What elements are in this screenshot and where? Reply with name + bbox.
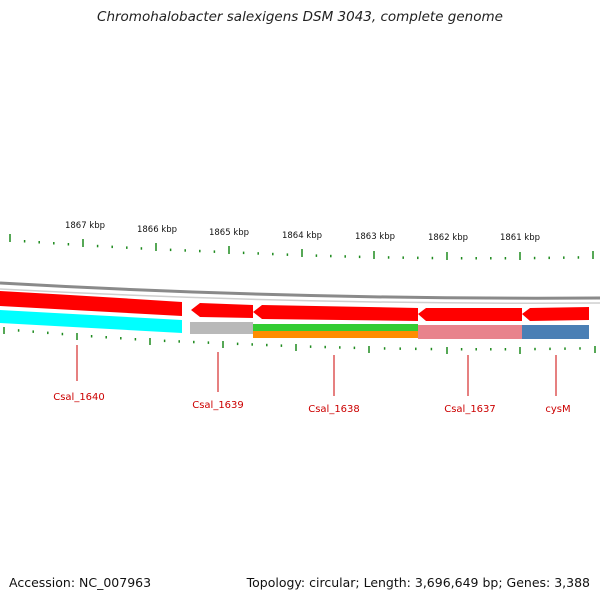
genome-backbone-inner: [0, 288, 600, 304]
gene-label[interactable]: Csal_1640: [53, 392, 105, 403]
gene-arrow-csal-1639[interactable]: [191, 303, 253, 318]
feature-band-csal-1637: [418, 325, 522, 339]
kbp-label: 1863 kbp: [355, 232, 395, 242]
topology-text: Topology: circular; Length: 3,696,649 bp…: [246, 575, 590, 590]
feature-band-csal-1639: [190, 322, 253, 334]
feature-band-csal-1640: [0, 310, 182, 333]
kbp-label: 1861 kbp: [500, 233, 540, 243]
gene-label[interactable]: Csal_1639: [192, 400, 244, 411]
gene-arrow-csal-1637[interactable]: [418, 308, 522, 321]
kbp-label: 1864 kbp: [282, 231, 322, 241]
accession-text: Accession: NC_007963: [9, 575, 152, 590]
feature-band-csal-1638-green: [253, 324, 418, 331]
gene-arrow-csal-1640[interactable]: [0, 291, 182, 316]
gene-labels: Csal_1640 Csal_1639 Csal_1638 Csal_1637 cysM: [53, 345, 571, 415]
kbp-label: 1866 kbp: [137, 225, 177, 235]
kbp-label: 1865 kbp: [209, 228, 249, 238]
kbp-label: 1867 kbp: [65, 221, 105, 231]
inner-ruler-ticks: [3, 327, 596, 354]
gene-label[interactable]: cysM: [545, 404, 570, 415]
gene-arrow-cysm[interactable]: [522, 307, 589, 321]
feature-band-cysm: [522, 325, 589, 339]
gene-arrow-csal-1638[interactable]: [253, 305, 418, 321]
genome-backbone-outer: [0, 281, 600, 300]
kbp-ruler-ticks: [9, 234, 594, 260]
feature-band-csal-1638-orange: [253, 331, 418, 338]
kbp-label: 1862 kbp: [428, 233, 468, 243]
kbp-ruler-labels: 1867 kbp 1866 kbp 1865 kbp 1864 kbp 1863 kbp…: [65, 221, 540, 243]
gene-label[interactable]: Csal_1638: [308, 404, 360, 415]
gene-label[interactable]: Csal_1637: [444, 404, 496, 415]
genome-title: Chromohalobacter salexigens DSM 3043, co…: [97, 9, 503, 25]
